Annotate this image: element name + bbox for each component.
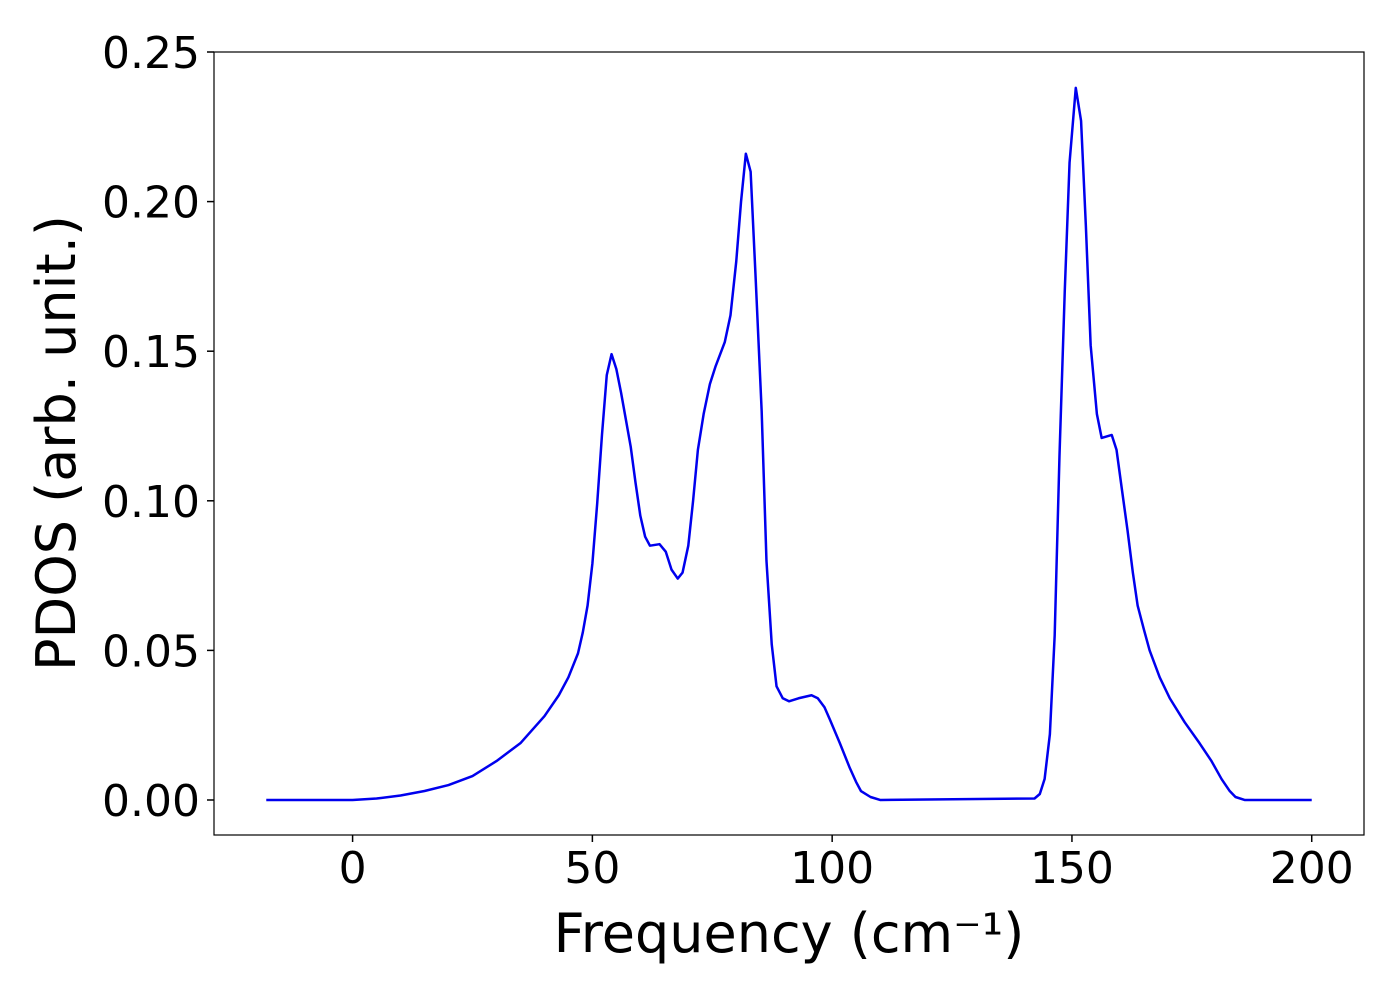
y-tick-label: 0.05 bbox=[102, 626, 200, 677]
data-line bbox=[266, 86, 1312, 802]
x-tick-label: 200 bbox=[1270, 843, 1354, 894]
x-tick-label: 0 bbox=[339, 843, 367, 894]
y-axis-label: PDOS (arb. unit.) bbox=[25, 215, 88, 671]
y-tick-label: 0.20 bbox=[102, 178, 200, 229]
y-tick-label: 0.15 bbox=[102, 327, 200, 378]
y-tick-label: 0.25 bbox=[102, 28, 200, 79]
x-axis-label: Frequency (cm⁻¹) bbox=[554, 902, 1025, 965]
plot-frame bbox=[213, 51, 1365, 836]
x-tick-label: 150 bbox=[1030, 843, 1114, 894]
x-tick-label: 100 bbox=[790, 843, 874, 894]
x-tick-label: 50 bbox=[564, 843, 620, 894]
y-tick-label: 0.00 bbox=[102, 776, 200, 827]
y-tick-label: 0.10 bbox=[102, 477, 200, 528]
